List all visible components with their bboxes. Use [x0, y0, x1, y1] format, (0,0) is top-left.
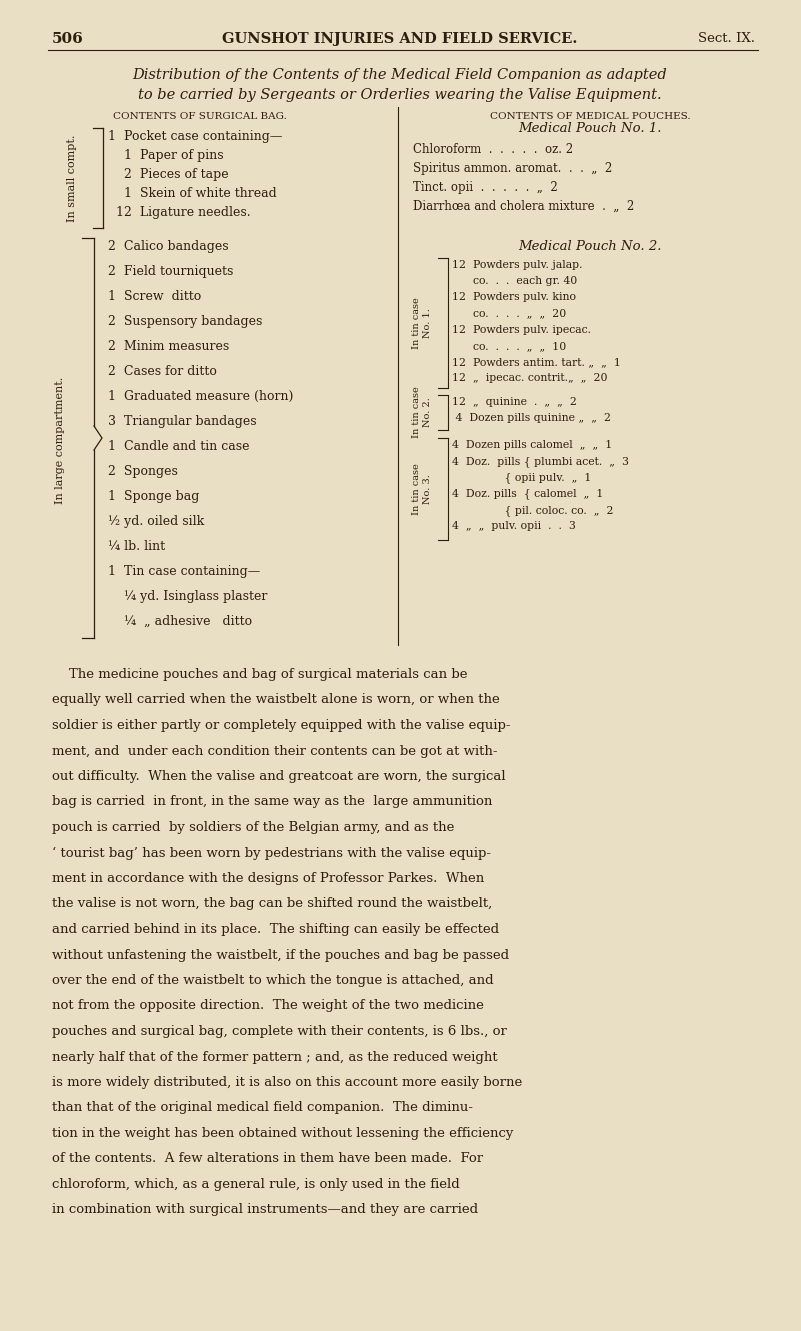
Text: ¼ lb. lint: ¼ lb. lint: [108, 540, 165, 552]
Text: 4  Dozen pills quinine „  „  2: 4 Dozen pills quinine „ „ 2: [452, 413, 611, 423]
Text: to be carried by Sergeants or Orderlies wearing the Valise Equipment.: to be carried by Sergeants or Orderlies …: [139, 88, 662, 102]
Text: bag is carried  in front, in the same way as the  large ammunition: bag is carried in front, in the same way…: [52, 796, 493, 808]
Text: 3  Triangular bandages: 3 Triangular bandages: [108, 415, 256, 429]
Text: { opii pulv.  „  1: { opii pulv. „ 1: [452, 473, 591, 483]
Text: 12  Powders pulv. kino: 12 Powders pulv. kino: [452, 293, 576, 302]
Text: In tin case
No. 3.: In tin case No. 3.: [413, 463, 432, 515]
Text: pouch is carried  by soldiers of the Belgian army, and as the: pouch is carried by soldiers of the Belg…: [52, 821, 454, 835]
Text: equally well carried when the waistbelt alone is worn, or when the: equally well carried when the waistbelt …: [52, 693, 500, 707]
Text: ment, and  under each condition their contents can be got at with-: ment, and under each condition their con…: [52, 744, 497, 757]
Text: the valise is not worn, the bag can be shifted round the waistbelt,: the valise is not worn, the bag can be s…: [52, 897, 493, 910]
Text: 2  Cases for ditto: 2 Cases for ditto: [108, 365, 217, 378]
Text: ½ yd. oiled silk: ½ yd. oiled silk: [108, 515, 204, 528]
Text: 2  Sponges: 2 Sponges: [108, 465, 178, 478]
Text: is more widely distributed, it is also on this account more easily borne: is more widely distributed, it is also o…: [52, 1075, 522, 1089]
Text: nearly half that of the former pattern ; and, as the reduced weight: nearly half that of the former pattern ;…: [52, 1050, 497, 1063]
Text: 2  Calico bandages: 2 Calico bandages: [108, 240, 228, 253]
Text: Tinct. opii  .  .  .  .  .  „  2: Tinct. opii . . . . . „ 2: [413, 181, 557, 194]
Text: Medical Pouch No. 1.: Medical Pouch No. 1.: [518, 122, 662, 134]
Text: 506: 506: [52, 32, 84, 47]
Text: tion in the weight has been obtained without lessening the efficiency: tion in the weight has been obtained wit…: [52, 1127, 513, 1139]
Text: In tin case
No. 2.: In tin case No. 2.: [413, 386, 432, 438]
Text: 12  „  ipecac. contrit.„  „  20: 12 „ ipecac. contrit.„ „ 20: [452, 374, 607, 383]
Text: GUNSHOT INJURIES AND FIELD SERVICE.: GUNSHOT INJURIES AND FIELD SERVICE.: [223, 32, 578, 47]
Text: ¼ yd. Isinglass plaster: ¼ yd. Isinglass plaster: [108, 590, 268, 603]
Text: 4  Dozen pills calomel  „  „  1: 4 Dozen pills calomel „ „ 1: [452, 441, 612, 450]
Text: CONTENTS OF SURGICAL BAG.: CONTENTS OF SURGICAL BAG.: [113, 112, 287, 121]
Text: co.  .  .  .  „  „  20: co. . . . „ „ 20: [452, 309, 566, 318]
Text: soldier is either partly or completely equipped with the valise equip-: soldier is either partly or completely e…: [52, 719, 510, 732]
Text: 1  Screw  ditto: 1 Screw ditto: [108, 290, 201, 303]
Text: { pil. coloc. co.  „  2: { pil. coloc. co. „ 2: [452, 504, 614, 515]
Text: Chloroform  .  .  .  .  .  oz. 2: Chloroform . . . . . oz. 2: [413, 142, 574, 156]
Text: 2  Field tourniquets: 2 Field tourniquets: [108, 265, 233, 278]
Text: 4  Doz.  pills { plumbi acet.  „  3: 4 Doz. pills { plumbi acet. „ 3: [452, 457, 629, 467]
Text: ‘ tourist bag’ has been worn by pedestrians with the valise equip-: ‘ tourist bag’ has been worn by pedestri…: [52, 847, 491, 860]
Text: 1  Candle and tin case: 1 Candle and tin case: [108, 441, 249, 453]
Text: 12  Powders pulv. jalap.: 12 Powders pulv. jalap.: [452, 260, 582, 270]
Text: 4  „  „  pulv. opii  .  .  3: 4 „ „ pulv. opii . . 3: [452, 520, 576, 531]
Text: Distribution of the Contents of the Medical Field Companion as adapted: Distribution of the Contents of the Medi…: [133, 68, 667, 83]
Text: Sect. IX.: Sect. IX.: [698, 32, 755, 45]
Text: Medical Pouch No. 2.: Medical Pouch No. 2.: [518, 240, 662, 253]
Text: ment in accordance with the designs of Professor Parkes.  When: ment in accordance with the designs of P…: [52, 872, 485, 885]
Text: 1  Graduated measure (horn): 1 Graduated measure (horn): [108, 390, 293, 403]
Text: In large compartment.: In large compartment.: [55, 377, 65, 503]
Text: of the contents.  A few alterations in them have been made.  For: of the contents. A few alterations in th…: [52, 1153, 483, 1166]
Text: 1  Sponge bag: 1 Sponge bag: [108, 490, 199, 503]
Text: 12  Ligature needles.: 12 Ligature needles.: [108, 206, 251, 220]
Text: 12  Powders pulv. ipecac.: 12 Powders pulv. ipecac.: [452, 325, 591, 335]
Text: Spiritus ammon. aromat.  .  .  „  2: Spiritus ammon. aromat. . . „ 2: [413, 162, 612, 174]
Text: ¼  „ adhesive   ditto: ¼ „ adhesive ditto: [108, 615, 252, 628]
Text: The medicine pouches and bag of surgical materials can be: The medicine pouches and bag of surgical…: [52, 668, 468, 681]
Text: and carried behind in its place.  The shifting can easily be effected: and carried behind in its place. The shi…: [52, 922, 499, 936]
Text: co.  .  .  .  „  „  10: co. . . . „ „ 10: [452, 341, 566, 351]
Text: 1  Skein of white thread: 1 Skein of white thread: [108, 186, 277, 200]
Text: than that of the original medical field companion.  The diminu-: than that of the original medical field …: [52, 1102, 473, 1114]
Text: chloroform, which, as a general rule, is only used in the field: chloroform, which, as a general rule, is…: [52, 1178, 460, 1191]
Text: in combination with surgical instruments—and they are carried: in combination with surgical instruments…: [52, 1203, 478, 1217]
Text: In small compt.: In small compt.: [67, 134, 77, 222]
Text: not from the opposite direction.  The weight of the two medicine: not from the opposite direction. The wei…: [52, 1000, 484, 1013]
Text: 4  Doz. pills  { calomel  „  1: 4 Doz. pills { calomel „ 1: [452, 488, 603, 499]
Text: 12  „  quinine  .  „  „  2: 12 „ quinine . „ „ 2: [452, 397, 577, 407]
Text: 2  Pieces of tape: 2 Pieces of tape: [108, 168, 228, 181]
Text: 1  Tin case containing—: 1 Tin case containing—: [108, 564, 260, 578]
Text: pouches and surgical bag, complete with their contents, is 6 lbs., or: pouches and surgical bag, complete with …: [52, 1025, 507, 1038]
Text: 1  Pocket case containing—: 1 Pocket case containing—: [108, 130, 283, 142]
Text: 1  Paper of pins: 1 Paper of pins: [108, 149, 223, 162]
Text: out difficulty.  When the valise and greatcoat are worn, the surgical: out difficulty. When the valise and grea…: [52, 771, 505, 783]
Text: Diarrhœa and cholera mixture  .  „  2: Diarrhœa and cholera mixture . „ 2: [413, 200, 634, 213]
Text: 2  Suspensory bandages: 2 Suspensory bandages: [108, 315, 263, 327]
Text: without unfastening the waistbelt, if the pouches and bag be passed: without unfastening the waistbelt, if th…: [52, 949, 509, 961]
Text: CONTENTS OF MEDICAL POUCHES.: CONTENTS OF MEDICAL POUCHES.: [489, 112, 690, 121]
Text: 12  Powders antim. tart. „  „  1: 12 Powders antim. tart. „ „ 1: [452, 357, 621, 367]
Text: co.  .  .  each gr. 40: co. . . each gr. 40: [452, 277, 578, 286]
Text: over the end of the waistbelt to which the tongue is attached, and: over the end of the waistbelt to which t…: [52, 974, 493, 988]
Text: 2  Minim measures: 2 Minim measures: [108, 339, 229, 353]
Text: In tin case
No. 1.: In tin case No. 1.: [413, 297, 432, 349]
